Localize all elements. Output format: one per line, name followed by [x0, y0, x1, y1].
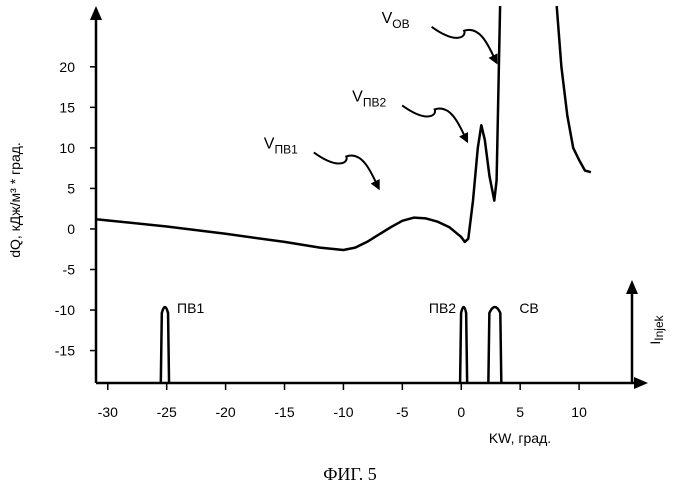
y-tick-group: -15 -10 -5 0 5 10 15 20	[55, 59, 96, 359]
y-tick-label: -5	[63, 261, 76, 277]
injection-pulse-label: ПВ2	[429, 300, 456, 316]
injection-axis-arrow-icon	[626, 280, 638, 294]
x-tick-group: -30 -25 -20 -15 -10 -5 0 5 10	[98, 383, 587, 420]
y-tick-label: -15	[55, 343, 75, 359]
annotation-label-main: V	[382, 10, 393, 27]
y-tick-label: -10	[55, 302, 75, 318]
x-tick-label: -10	[333, 404, 353, 420]
x-tick-label: -30	[98, 404, 118, 420]
x-axis-arrow-icon	[634, 377, 648, 389]
injection-pulse	[161, 307, 169, 383]
injection-axis-label: IInjek	[647, 314, 666, 344]
injection-pulse	[460, 307, 467, 383]
annotation-arrow	[314, 152, 379, 188]
series-line-heat-release-tail	[557, 6, 591, 172]
y-axis-label: dQ, кДж/м³ * град.	[7, 142, 23, 258]
x-tick-label: -20	[215, 404, 235, 420]
y-tick-label: 5	[67, 180, 75, 196]
x-tick-label: -25	[157, 404, 177, 420]
y-axis-arrow-icon	[90, 6, 102, 20]
annotation-arrow	[432, 27, 497, 63]
figure-caption: ФИГ. 5	[323, 464, 377, 484]
injection-pulse-group: ПВ1 ПВ2 СВ	[161, 300, 539, 383]
annotation-label-main: V	[352, 88, 363, 105]
x-axis-label: KW, град.	[489, 430, 551, 446]
injection-axis-label-sub: Injek	[652, 314, 666, 340]
annotation-group: VОВVПВ2VПВ1	[264, 10, 497, 189]
y-tick-label: 10	[59, 140, 75, 156]
x-tick-label: 5	[516, 404, 524, 420]
annotation-label: VПВ2	[352, 88, 386, 109]
injection-pulse-label: ПВ1	[177, 300, 204, 316]
annotation-label: VОВ	[382, 10, 410, 31]
injection-pulse	[488, 307, 501, 383]
series-group	[96, 6, 591, 250]
x-tick-label: -5	[396, 404, 409, 420]
x-tick-label: -15	[274, 404, 294, 420]
x-tick-label: 10	[571, 404, 587, 420]
annotation-arrow	[402, 105, 467, 141]
series-line-heat-release	[96, 6, 500, 250]
annotation-label-sub: ОВ	[392, 17, 409, 31]
injection-pulse-label: СВ	[519, 300, 538, 316]
y-tick-label: 0	[67, 221, 75, 237]
x-tick-label: 0	[457, 404, 465, 420]
y-tick-label: 15	[59, 99, 75, 115]
annotation-label: VПВ1	[264, 135, 298, 156]
annotation-label-sub: ПВ2	[363, 95, 387, 109]
annotation-label-main: V	[264, 135, 275, 152]
y-tick-label: 20	[59, 59, 75, 75]
annotation-label-sub: ПВ1	[274, 142, 298, 156]
